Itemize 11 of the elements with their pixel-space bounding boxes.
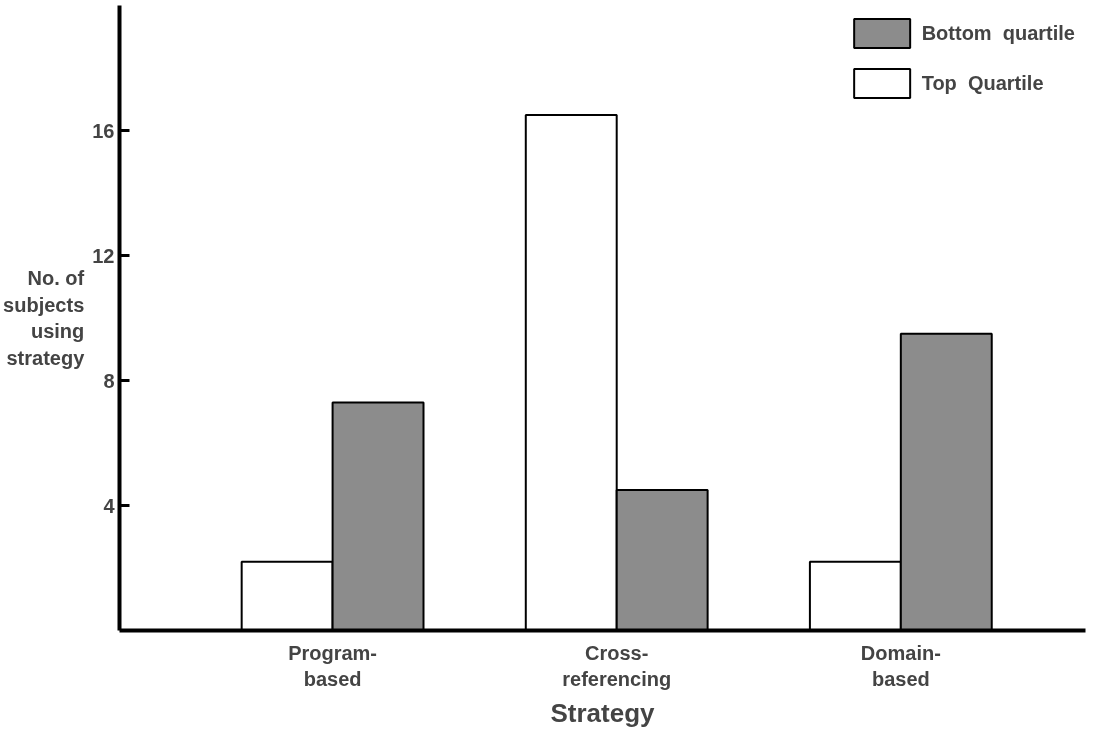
- y-tick-label: 4: [103, 494, 116, 517]
- x-axis-title: Strategy: [550, 697, 656, 728]
- y-tick-label: 8: [103, 369, 115, 392]
- legend-label: Top Quartile: [921, 71, 1044, 95]
- y-axis-title: No. of subjects using strategy: [3, 267, 86, 369]
- legend-label: Bottom quartile: [921, 21, 1075, 45]
- x-tick-label: Domain-based: [860, 641, 941, 690]
- x-tick-label: Program-based: [288, 641, 378, 690]
- x-tick-label: Cross-referencing: [562, 641, 672, 690]
- y-tick-label: 16: [92, 119, 115, 142]
- y-tick-label: 12: [92, 244, 115, 267]
